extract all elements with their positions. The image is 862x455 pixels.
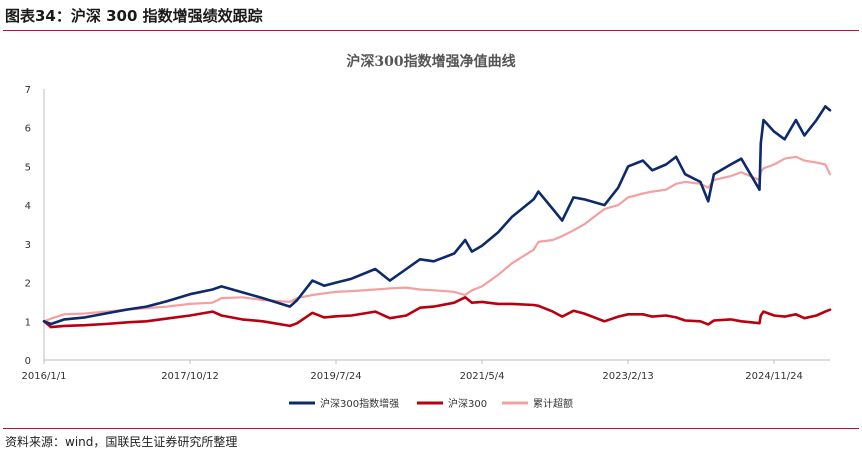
x-tick-label: 2024/11/24	[745, 371, 803, 382]
source-note: 资料来源：wind，国联民生证券研究所整理	[5, 435, 238, 449]
x-tick-label: 2017/10/12	[161, 371, 219, 382]
y-tick-label: 6	[25, 124, 31, 135]
y-tick-label: 1	[25, 317, 31, 328]
x-tick-label: 2016/1/1	[22, 371, 67, 382]
y-tick-label: 7	[25, 85, 31, 96]
legend: 沪深300指数增强 沪深300 累计超额	[289, 397, 573, 410]
y-tick-label: 5	[25, 162, 31, 173]
figure-title: 图表34：沪深 300 指数增强绩效跟踪	[5, 7, 263, 25]
x-tick-label: 2023/2/13	[602, 371, 653, 382]
x-axis-ticks: 2016/1/1 2017/10/12 2019/7/24 2021/5/4 2023/…	[22, 360, 803, 382]
chart-area: 沪深300指数增强净值曲线 0 1 2 3 4 5 6 7 2016/1/1 2017/10/1…	[0, 33, 862, 425]
line-chart: 0 1 2 3 4 5 6 7 2016/1/1 2017/10/12 2019/7/24 2021…	[22, 85, 832, 410]
figure-header: 图表34：沪深 300 指数增强绩效跟踪	[3, 2, 859, 31]
legend-label: 沪深300	[448, 397, 487, 410]
y-tick-label: 0	[25, 356, 31, 367]
legend-label: 沪深300指数增强	[320, 397, 399, 410]
y-tick-label: 3	[25, 240, 31, 251]
y-axis-ticks: 0 1 2 3 4 5 6 7	[25, 85, 31, 367]
series-line-1	[42, 296, 832, 329]
legend-label: 累计超额	[533, 397, 573, 410]
x-tick-label: 2019/7/24	[310, 371, 361, 382]
figure-footer: 资料来源：wind，国联民生证券研究所整理	[3, 428, 859, 449]
y-tick-label: 4	[25, 201, 31, 212]
x-tick-label: 2021/5/4	[460, 371, 505, 382]
series-line-2	[42, 155, 832, 323]
series-line-0	[42, 105, 832, 326]
chart-title: 沪深300指数增强净值曲线	[346, 54, 516, 70]
series-lines	[42, 105, 832, 329]
y-tick-label: 2	[25, 279, 31, 290]
